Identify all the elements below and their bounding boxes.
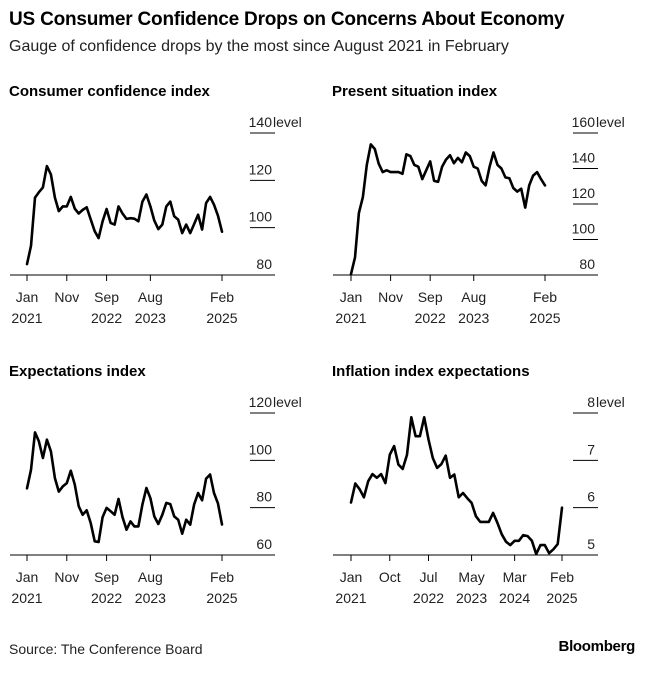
x-tick-year: 2025 xyxy=(206,590,237,606)
y-tick-label: 140 xyxy=(249,114,273,130)
x-tick-year: 2025 xyxy=(206,310,237,326)
x-tick-month: Sep xyxy=(94,289,119,305)
y-tick-label: 80 xyxy=(256,256,272,272)
y-tick-label: 80 xyxy=(579,256,595,272)
x-tick-year: 2025 xyxy=(529,310,560,326)
x-tick-year: 2025 xyxy=(546,590,577,606)
y-tick-label: 100 xyxy=(249,209,273,225)
x-tick-year: 2024 xyxy=(499,590,530,606)
x-tick-month: Mar xyxy=(503,569,527,585)
series-line xyxy=(349,143,547,276)
x-tick-month: Sep xyxy=(418,289,443,305)
x-tick-month: Jan xyxy=(340,289,363,305)
panel-title: Inflation index expectations xyxy=(332,363,530,380)
y-tick-label: 5 xyxy=(587,536,595,552)
unit-label: level xyxy=(273,394,302,410)
x-tick-month: Nov xyxy=(54,569,79,585)
unit-label: level xyxy=(596,394,625,410)
series-line xyxy=(25,431,224,544)
y-tick-label: 6 xyxy=(587,489,595,505)
y-tick-label: 100 xyxy=(249,441,273,457)
x-tick-year: 2022 xyxy=(413,590,444,606)
chart-panel-3: Expectations index 60 80 100 120 level Jan 2021… xyxy=(9,363,302,606)
y-tick-label: 60 xyxy=(256,536,272,552)
x-tick-month: Feb xyxy=(210,289,234,305)
y-tick-label: 7 xyxy=(587,441,595,457)
panel-title: Consumer confidence index xyxy=(9,83,211,100)
x-tick-month: Feb xyxy=(550,569,574,585)
x-tick-month: Sep xyxy=(94,569,119,585)
y-tick-label: 160 xyxy=(572,114,596,130)
x-tick-month: Aug xyxy=(138,569,163,585)
chart-panel-1: Consumer confidence index 80 100 120 140 leve… xyxy=(9,83,302,326)
bloomberg-logo: Bloomberg xyxy=(558,638,636,655)
y-tick-label: 120 xyxy=(249,161,273,177)
x-tick-year: 2022 xyxy=(91,590,122,606)
chart-title: US Consumer Confidence Drops on Concerns… xyxy=(9,9,565,30)
chart-subtitle: Gauge of confidence drops by the most si… xyxy=(9,38,509,55)
x-tick-month: Oct xyxy=(379,569,401,585)
y-tick-label: 8 xyxy=(587,394,595,410)
x-tick-year: 2021 xyxy=(335,590,366,606)
x-tick-month: Nov xyxy=(54,289,79,305)
x-tick-month: Jan xyxy=(16,569,39,585)
panel-title: Present situation index xyxy=(332,83,498,100)
chart-panel-2: Present situation index 80 100 120 140 160 lev… xyxy=(332,83,625,326)
x-tick-year: 2021 xyxy=(11,590,42,606)
x-tick-year: 2023 xyxy=(135,590,166,606)
y-tick-label: 140 xyxy=(572,150,596,166)
x-tick-month: Jul xyxy=(420,569,438,585)
x-tick-month: Aug xyxy=(138,289,163,305)
x-tick-month: Jan xyxy=(340,569,363,585)
x-tick-year: 2022 xyxy=(91,310,122,326)
x-tick-month: Feb xyxy=(533,289,557,305)
unit-label: level xyxy=(273,114,302,130)
source-note: Source: The Conference Board xyxy=(9,641,203,657)
x-tick-month: Jan xyxy=(16,289,39,305)
y-tick-label: 120 xyxy=(249,394,273,410)
chart-panel-4: Inflation index expectations 5 6 7 8 level Jan… xyxy=(332,363,625,606)
y-tick-label: 120 xyxy=(572,185,596,201)
x-tick-month: Aug xyxy=(461,289,486,305)
x-tick-year: 2021 xyxy=(11,310,42,326)
x-tick-year: 2023 xyxy=(135,310,166,326)
series-line xyxy=(349,415,564,556)
series-line xyxy=(25,164,224,266)
x-tick-year: 2022 xyxy=(415,310,446,326)
x-tick-year: 2023 xyxy=(458,310,489,326)
panel-title: Expectations index xyxy=(9,363,146,380)
x-tick-month: Nov xyxy=(378,289,403,305)
x-tick-month: May xyxy=(458,569,484,585)
x-tick-month: Feb xyxy=(210,569,234,585)
x-tick-year: 2021 xyxy=(335,310,366,326)
y-tick-label: 100 xyxy=(572,221,596,237)
y-tick-label: 80 xyxy=(256,489,272,505)
unit-label: level xyxy=(596,114,625,130)
x-tick-year: 2023 xyxy=(456,590,487,606)
